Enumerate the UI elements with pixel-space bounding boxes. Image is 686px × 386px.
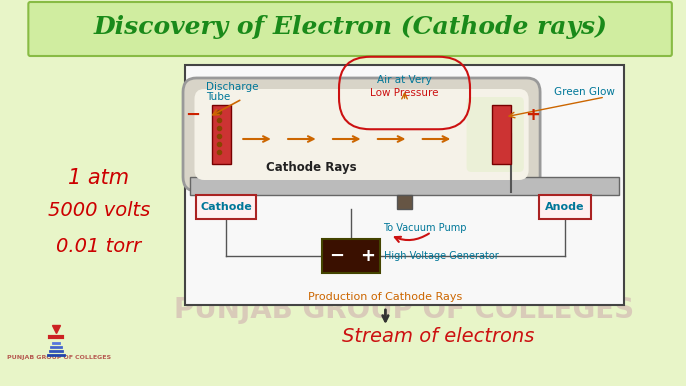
Text: −: − — [185, 106, 200, 124]
FancyBboxPatch shape — [539, 195, 591, 219]
FancyBboxPatch shape — [466, 97, 524, 172]
Text: 1 atm: 1 atm — [69, 168, 130, 188]
FancyBboxPatch shape — [493, 105, 512, 164]
Text: 0.01 torr: 0.01 torr — [56, 237, 141, 257]
Text: Air at Very: Air at Very — [377, 75, 432, 85]
FancyBboxPatch shape — [397, 195, 412, 209]
Text: −: − — [329, 247, 344, 265]
Text: Cathode Rays: Cathode Rays — [266, 161, 357, 173]
Text: +: + — [525, 106, 540, 124]
FancyBboxPatch shape — [185, 65, 624, 305]
Text: PUNJAB GROUP OF COLLEGES: PUNJAB GROUP OF COLLEGES — [7, 356, 111, 361]
Text: Cathode: Cathode — [200, 202, 252, 212]
Text: +: + — [359, 247, 375, 265]
Text: To Vacuum Pump: To Vacuum Pump — [383, 223, 467, 233]
FancyBboxPatch shape — [196, 195, 256, 219]
FancyBboxPatch shape — [212, 105, 230, 164]
Text: Production of Cathode Rays: Production of Cathode Rays — [308, 292, 462, 302]
Text: High Voltage Generator: High Voltage Generator — [383, 251, 498, 261]
Text: Tube: Tube — [206, 92, 230, 102]
FancyBboxPatch shape — [28, 2, 672, 56]
Text: Stream of electrons: Stream of electrons — [342, 327, 534, 347]
FancyBboxPatch shape — [183, 78, 540, 191]
Text: Anode: Anode — [545, 202, 584, 212]
FancyBboxPatch shape — [194, 89, 529, 180]
Text: Discharge: Discharge — [206, 82, 259, 92]
Text: PUNJAB GROUP OF COLLEGES: PUNJAB GROUP OF COLLEGES — [174, 296, 635, 324]
Text: 5000 volts: 5000 volts — [48, 200, 150, 220]
Text: Low Pressure: Low Pressure — [370, 88, 439, 98]
Text: Discovery of Electron (Cathode rays): Discovery of Electron (Cathode rays) — [93, 15, 607, 39]
FancyBboxPatch shape — [190, 177, 619, 195]
Text: Green Glow: Green Glow — [554, 87, 615, 97]
FancyBboxPatch shape — [322, 239, 379, 273]
